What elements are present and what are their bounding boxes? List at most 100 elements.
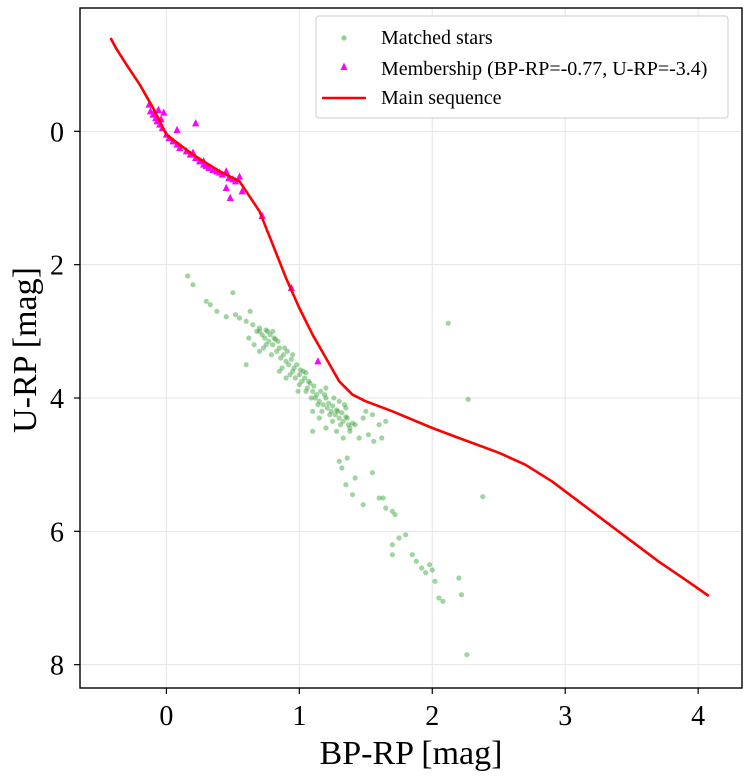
matched-star-point xyxy=(325,400,332,406)
matched-star-point xyxy=(403,532,409,538)
matched-star-point xyxy=(344,455,350,461)
matched-star-point xyxy=(304,385,310,391)
matched-star-point xyxy=(383,418,389,424)
matched-star-point xyxy=(274,348,280,354)
membership-point xyxy=(154,105,163,113)
matched-star-point xyxy=(282,345,288,351)
matched-star-point xyxy=(262,335,268,341)
matched-star-point xyxy=(337,422,344,428)
matched-star-point xyxy=(307,380,313,386)
matched-star-point xyxy=(256,348,263,354)
matched-star-point xyxy=(207,302,213,308)
matched-star-point xyxy=(270,328,276,334)
matched-star-point xyxy=(440,598,446,604)
legend: Matched stars Membership (BP-RP=-0.77, U… xyxy=(315,15,729,119)
y-tick-label: 6 xyxy=(50,517,64,548)
main-sequence-line xyxy=(109,37,710,598)
y-tick-label: 4 xyxy=(50,384,64,415)
matched-star-point xyxy=(333,428,340,434)
matched-star-point xyxy=(256,325,263,331)
membership-point xyxy=(160,108,168,116)
matched-star-point xyxy=(320,402,326,408)
matched-star-point xyxy=(427,562,433,568)
matched-star-point xyxy=(409,552,415,558)
matched-star-point xyxy=(392,512,398,518)
x-axis-label: BP-RP [mag] xyxy=(320,735,503,772)
matched-star-point xyxy=(283,375,289,381)
matched-star-point xyxy=(389,542,395,548)
matched-star-point xyxy=(376,422,382,428)
matched-star-point xyxy=(365,432,372,438)
matched-star-point xyxy=(396,535,402,541)
matched-star-point xyxy=(302,375,308,381)
matched-star-point xyxy=(323,395,329,401)
matched-star-point xyxy=(256,328,263,334)
main-sequence-series xyxy=(109,37,710,598)
matched-star-point xyxy=(456,575,462,581)
legend-marker-membership xyxy=(340,62,348,70)
x-tick-label: 0 xyxy=(159,701,173,732)
matched-star-point xyxy=(266,338,272,344)
matched-star-point xyxy=(243,362,249,368)
matched-star-point xyxy=(288,356,294,362)
matched-star-point xyxy=(379,435,385,441)
matched-star-point xyxy=(464,652,470,658)
matched-star-point xyxy=(432,578,438,584)
matched-star-point xyxy=(303,370,309,376)
matched-star-point xyxy=(280,352,286,358)
matched-star-point xyxy=(290,352,296,358)
matched-star-point xyxy=(279,365,285,371)
matched-star-point xyxy=(251,342,257,348)
matched-star-point xyxy=(310,428,316,434)
matched-star-point xyxy=(267,332,273,338)
matched-star-point xyxy=(329,418,336,424)
membership-point xyxy=(314,357,322,365)
matched-star-point xyxy=(291,365,297,371)
matched-star-point xyxy=(419,565,425,571)
matched-star-point xyxy=(308,395,314,401)
matched-star-point xyxy=(356,435,362,441)
grid xyxy=(80,8,742,688)
matched-star-point xyxy=(295,388,301,394)
matched-star-point xyxy=(327,412,333,418)
matched-star-point xyxy=(360,502,366,508)
matched-star-point xyxy=(316,415,322,421)
matched-star-point xyxy=(315,402,321,408)
matched-star-point xyxy=(389,552,395,558)
matched-star-point xyxy=(383,505,389,511)
matched-star-point xyxy=(185,273,191,279)
matched-star-point xyxy=(321,392,328,398)
matched-star-point xyxy=(423,570,429,576)
matched-star-point xyxy=(268,352,275,358)
matched-star-point xyxy=(376,495,382,501)
matched-star-point xyxy=(236,315,243,321)
matched-star-point xyxy=(286,362,292,368)
matched-star-point xyxy=(328,408,334,414)
matched-star-point xyxy=(246,335,252,341)
matched-star-point xyxy=(480,494,486,500)
legend-box xyxy=(315,15,729,119)
matched-star-point xyxy=(303,388,309,394)
membership-point xyxy=(238,187,246,195)
matched-star-point xyxy=(347,425,353,431)
x-tick-label: 4 xyxy=(691,701,705,732)
matched-star-point xyxy=(316,398,322,404)
matched-star-point xyxy=(340,435,346,441)
matched-star-point xyxy=(263,342,269,348)
matched-star-point xyxy=(214,308,220,314)
matched-star-point xyxy=(336,398,342,404)
matched-star-point xyxy=(247,308,253,314)
matched-star-point xyxy=(287,372,293,378)
membership-point xyxy=(173,125,181,133)
matched-star-point xyxy=(323,385,329,391)
membership-point xyxy=(205,163,213,171)
matched-star-point xyxy=(352,422,358,428)
matched-star-point xyxy=(349,492,356,498)
matched-star-point xyxy=(429,567,435,573)
matched-star-point xyxy=(312,395,318,401)
matched-star-point xyxy=(445,320,451,326)
matched-star-point xyxy=(310,388,316,394)
matched-star-point xyxy=(380,495,386,501)
matched-star-point xyxy=(343,414,349,420)
matched-star-point xyxy=(336,458,342,464)
